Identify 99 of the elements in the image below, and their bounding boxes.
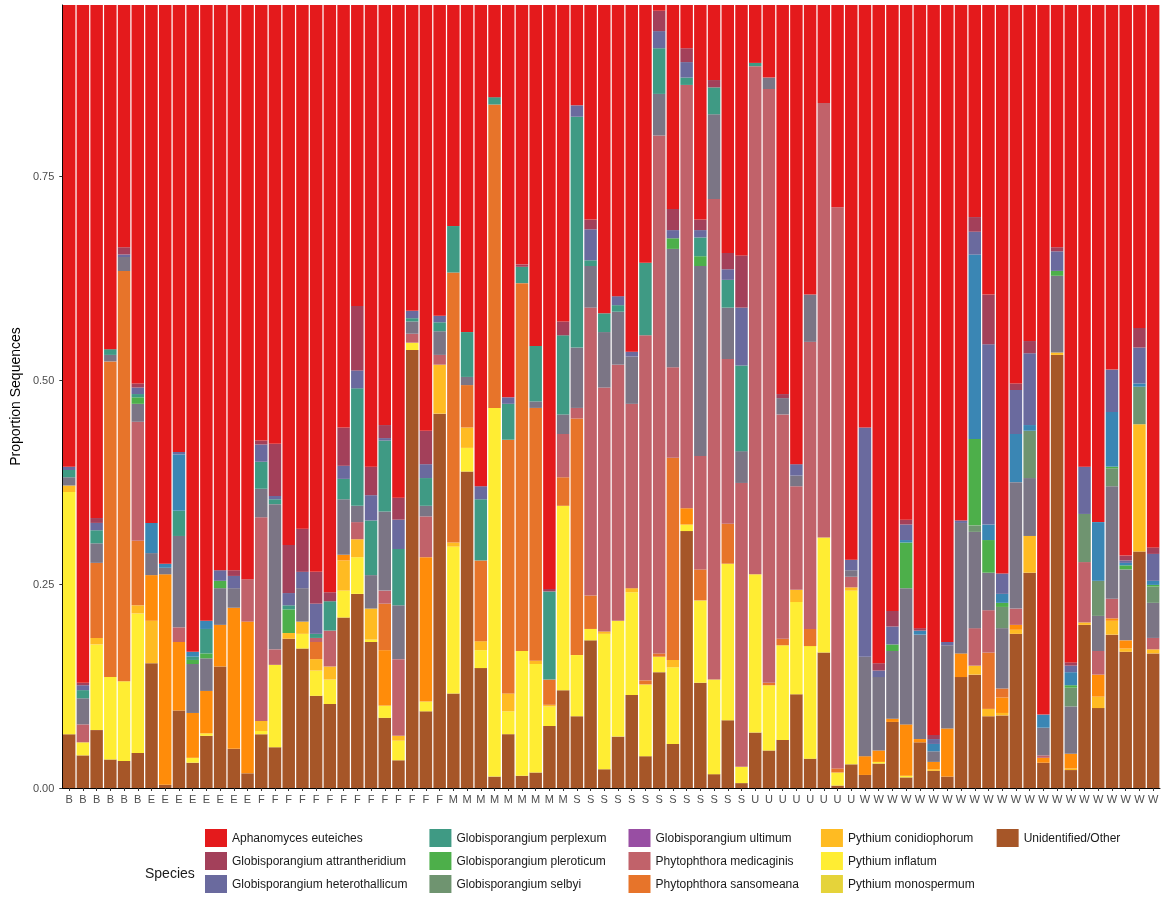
x-tick-label: U	[764, 792, 773, 805]
x-tick-label: U	[847, 792, 856, 805]
x-tick-label: W	[928, 792, 940, 805]
x-tick-label: U	[792, 792, 801, 805]
x-tick-label: W	[887, 792, 899, 805]
x-tick-label: B	[134, 792, 142, 805]
x-tick-label: W	[1079, 792, 1091, 805]
legend-label: Unidentified/Other	[1023, 831, 1121, 845]
x-tick-label: S	[586, 792, 595, 805]
x-tick-label: W	[997, 792, 1009, 805]
x-tick-label: S	[724, 792, 732, 805]
x-tick-label: M	[503, 792, 513, 805]
legend-title: Species	[145, 865, 195, 881]
x-tick-label: E	[202, 792, 211, 805]
x-tick-label: W	[955, 792, 967, 805]
x-tick-label: B	[79, 792, 87, 805]
x-tick-label: S	[600, 792, 608, 805]
legend-label: Pythium conidiophorum	[847, 831, 974, 845]
x-tick-label: S	[655, 792, 663, 805]
x-tick-label: S	[669, 792, 677, 805]
x-tick-label: M	[462, 792, 472, 805]
x-tick-label: W	[1038, 792, 1050, 805]
x-tick-label: F	[271, 792, 279, 805]
legend-label: Pythium inflatum	[847, 854, 937, 868]
x-tick-label: W	[983, 792, 995, 805]
x-tick-label: U	[778, 792, 787, 805]
x-tick-label: S	[737, 792, 746, 805]
x-tick-label: S	[614, 792, 622, 805]
x-tick-label: F	[395, 792, 403, 805]
x-tick-label: E	[188, 792, 197, 805]
x-tick-label: W	[1051, 792, 1063, 805]
x-tick-label: W	[1093, 792, 1105, 805]
legend-label: Globisporangium pleroticum	[456, 854, 606, 868]
legend-label: Phytophthora medicaginis	[655, 854, 794, 868]
x-tick-label: B	[65, 792, 73, 805]
legend-label: Globisporangium attrantheridium	[232, 854, 407, 868]
x-tick-label: W	[1106, 792, 1118, 805]
x-tick-label: F	[381, 792, 389, 805]
x-tick-label: W	[1065, 792, 1077, 805]
x-tick-label: W	[1147, 792, 1159, 805]
x-tick-label: W	[1120, 792, 1132, 805]
x-tick-label: F	[312, 792, 320, 805]
x-tick-label: B	[120, 792, 128, 805]
y-tick-label: 0.75	[32, 170, 55, 183]
x-tick-label: W	[1134, 792, 1146, 805]
x-tick-label: W	[914, 792, 926, 805]
x-tick-label: E	[243, 792, 252, 805]
x-tick-label: W	[969, 792, 981, 805]
x-tick-label: F	[436, 792, 444, 805]
x-tick-label: U	[751, 792, 760, 805]
x-tick-label: S	[641, 792, 650, 805]
x-tick-label: E	[230, 792, 238, 805]
x-tick-label: S	[710, 792, 718, 805]
legend-label: Globisporangium selbyi	[456, 877, 582, 891]
x-tick-label: F	[408, 792, 416, 805]
x-tick-label: U	[819, 792, 828, 805]
x-tick-label: M	[448, 792, 458, 805]
y-tick-label: 0.00	[32, 782, 55, 794]
x-tick-label: E	[161, 792, 169, 805]
y-tick-label: 0.25	[32, 578, 55, 591]
x-tick-label: S	[696, 792, 705, 805]
legend-label: Globisporangium perplexum	[456, 831, 607, 845]
y-tick-label: 0.50	[32, 374, 55, 387]
x-tick-label: U	[806, 792, 815, 805]
x-tick-label: M	[531, 792, 541, 805]
x-tick-label: S	[628, 792, 636, 805]
x-tick-label: B	[92, 792, 101, 805]
x-tick-label: U	[833, 792, 842, 805]
x-tick-label: F	[326, 792, 334, 805]
x-tick-label: F	[367, 792, 375, 805]
x-tick-label: M	[544, 792, 554, 805]
x-tick-label: E	[147, 792, 156, 805]
legend-label: Globisporangium heterothallicum	[232, 877, 408, 891]
x-tick-label: W	[900, 792, 912, 805]
x-tick-label: S	[573, 792, 581, 805]
x-tick-label: W	[942, 792, 954, 805]
x-tick-label: S	[682, 792, 691, 805]
legend-label: Aphanomyces euteiches	[232, 831, 363, 845]
x-tick-label: W	[1024, 792, 1036, 805]
x-tick-label: M	[517, 792, 527, 805]
x-tick-label: W	[873, 792, 885, 805]
x-tick-label: B	[106, 792, 115, 805]
x-tick-label: M	[558, 792, 568, 805]
x-tick-label: W	[859, 792, 871, 805]
legend-label: Globisporangium ultimum	[655, 831, 792, 845]
y-axis-title: Proportion Sequences	[7, 327, 23, 466]
x-tick-label: F	[340, 792, 348, 805]
x-tick-label: M	[489, 792, 500, 805]
x-tick-label: F	[353, 792, 361, 805]
x-tick-label: F	[257, 792, 265, 805]
legend-label: Phytophthora sansomeana	[655, 877, 800, 891]
x-tick-label: F	[299, 792, 307, 805]
x-tick-label: W	[1010, 792, 1022, 805]
x-tick-label: E	[175, 792, 183, 805]
x-tick-label: F	[285, 792, 293, 805]
legend-label: Pythium monospermum	[847, 877, 975, 891]
x-tick-label: M	[476, 792, 486, 805]
x-tick-label: E	[216, 792, 224, 805]
x-tick-label: F	[422, 792, 430, 805]
